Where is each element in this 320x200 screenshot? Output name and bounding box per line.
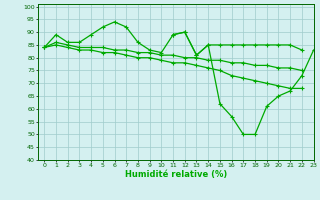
X-axis label: Humidité relative (%): Humidité relative (%) bbox=[125, 170, 227, 179]
